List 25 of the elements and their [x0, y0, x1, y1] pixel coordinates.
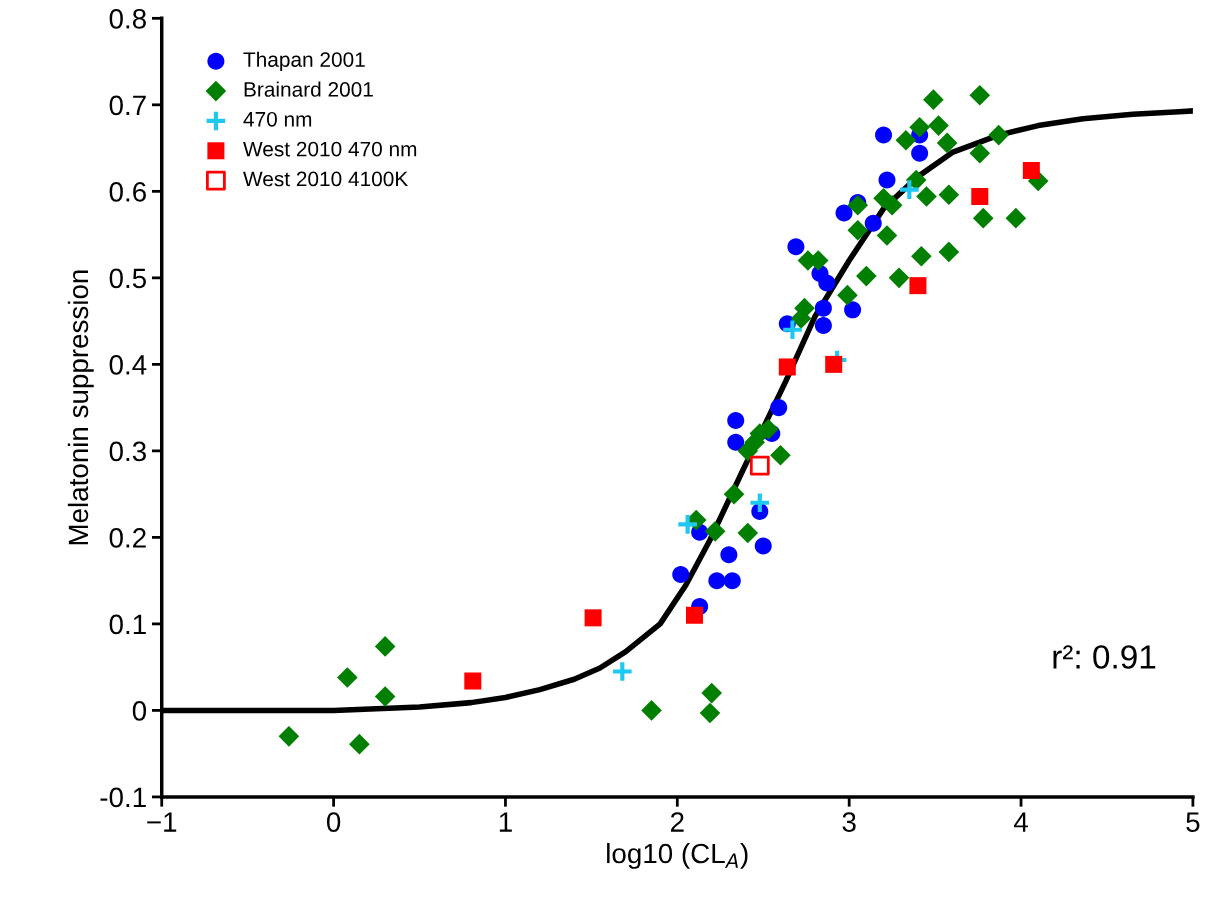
- x-tick-label: 5: [1186, 812, 1200, 832]
- y-tick-label: 0.8: [109, 8, 146, 29]
- annotation: r²: 0.91: [1053, 645, 1156, 669]
- x-tick-label: 0: [326, 812, 341, 832]
- legend-label: West 2010 470 nm: [243, 141, 417, 157]
- x-tick-label: 2: [670, 812, 684, 832]
- x-tick-label: 3: [842, 812, 856, 832]
- legend-label: Thapan 2001: [243, 51, 365, 72]
- y-tick-label: 0.4: [109, 355, 147, 375]
- legend-label: 470 nm: [243, 111, 312, 127]
- legend-label: West 2010 4100K: [243, 171, 408, 187]
- y-tick-label: 0.5: [109, 268, 146, 289]
- y-tick-label: 0.6: [109, 182, 146, 202]
- x-axis-title: log10 (CL$_{A}$): [607, 842, 748, 869]
- x-tick-label: 4: [1013, 812, 1028, 832]
- y-tick-label: 0.1: [109, 614, 146, 635]
- y-tick-label: 0.3: [109, 441, 146, 462]
- y-tick-label: 0.2: [109, 528, 146, 548]
- x-tick-label: 1: [499, 812, 512, 832]
- y-tick-label: 0: [132, 701, 147, 721]
- y-axis-title: Melatonin suppression: [67, 270, 94, 545]
- y-tick-label: -0.1: [100, 787, 146, 808]
- x-tick-label: −1: [147, 812, 177, 832]
- y-tick-label: 0.7: [109, 95, 146, 116]
- legend-label: Brainard 2001: [244, 81, 373, 97]
